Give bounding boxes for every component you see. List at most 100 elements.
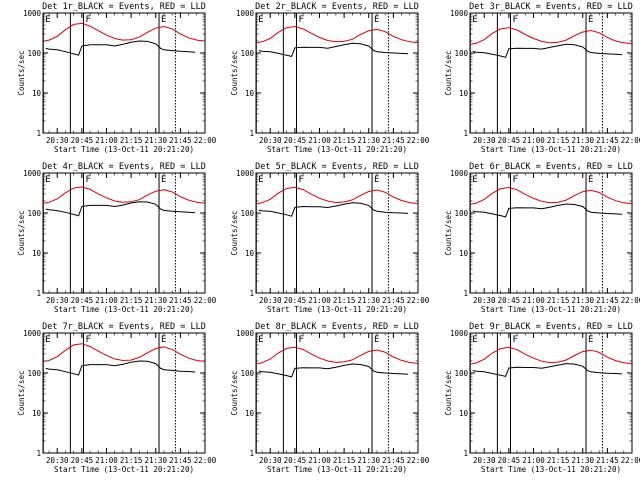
- series-events-line: [472, 203, 623, 218]
- x-tick-label: 22:00: [194, 456, 217, 465]
- region-label: F: [86, 335, 91, 345]
- x-tick-label: 21:30: [571, 296, 594, 305]
- x-tick-label: 20:30: [46, 456, 69, 465]
- region-label: E: [258, 15, 263, 25]
- chart-title: Det 8r_BLACK = Events, RED = LLD: [255, 322, 419, 332]
- region-label: E: [472, 175, 477, 185]
- series-lld-line: [44, 186, 206, 204]
- plot-frame: [42, 332, 206, 454]
- y-tick-label: 10: [245, 89, 255, 98]
- chart-title: Det 2r_BLACK = Events, RED = LLD: [255, 2, 419, 12]
- x-tick-label: 20:30: [473, 136, 496, 145]
- series-events-line: [472, 363, 623, 377]
- x-tick-label: 21:45: [596, 296, 619, 305]
- plot-frame: [469, 332, 633, 454]
- y-tick-label: 10: [245, 249, 255, 258]
- x-tick-label: 20:30: [259, 296, 282, 305]
- y-axis-label: Counts/sec: [230, 370, 239, 415]
- region-label: E: [45, 175, 50, 185]
- series-events-line: [472, 43, 623, 58]
- x-tick-label: 21:45: [169, 136, 192, 145]
- y-axis-label: Counts/sec: [230, 50, 239, 95]
- y-tick-label: 100: [454, 369, 468, 378]
- x-tick-label: 21:15: [120, 296, 143, 305]
- chart-title: Det 5r_BLACK = Events, RED = LLD: [255, 162, 419, 172]
- x-tick-label: 21:45: [382, 456, 405, 465]
- x-tick-label: 20:30: [259, 456, 282, 465]
- chart-panel: Det 1r_BLACK = Events, RED = LLD 1 10 100 10…: [17, 2, 217, 154]
- chart-panel: Det 5r_BLACK = Events, RED = LLD 1 10 100 10…: [230, 162, 430, 314]
- y-tick-label: 10: [459, 89, 469, 98]
- region-label: F: [513, 175, 518, 185]
- x-tick-label: 21:00: [308, 456, 331, 465]
- y-tick-label: 10: [459, 409, 469, 418]
- y-tick-label: 100: [27, 49, 41, 58]
- series-events-line: [258, 363, 409, 378]
- series-events-line: [258, 202, 409, 217]
- x-tick-label: 22:00: [621, 456, 640, 465]
- y-tick-label: 1: [36, 289, 41, 298]
- plot-frame: [469, 12, 633, 134]
- x-tick-label: 20:45: [498, 456, 521, 465]
- chart-title: Det 6r_BLACK = Events, RED = LLD: [469, 162, 633, 172]
- region-label: F: [513, 15, 518, 25]
- y-tick-label: 1: [249, 449, 254, 458]
- region-label: E: [45, 15, 50, 25]
- plot-frame: [255, 172, 419, 294]
- region-label: E: [45, 335, 50, 345]
- x-tick-label: 21:00: [308, 296, 331, 305]
- y-tick-label: 1: [249, 289, 254, 298]
- y-tick-label: 1: [463, 129, 468, 138]
- chart-panel: Det 2r_BLACK = Events, RED = LLD 1 10 100 10…: [230, 2, 430, 154]
- x-tick-label: 20:45: [284, 136, 307, 145]
- x-axis-label: Start Time (13-Oct-11 20:21:20): [267, 145, 407, 154]
- chart-title: Det 7r_BLACK = Events, RED = LLD: [42, 322, 206, 332]
- chart-panel: Det 9r_BLACK = Events, RED = LLD 1 10 100 10…: [444, 322, 640, 474]
- x-axis-label: Start Time (13-Oct-11 20:21:20): [54, 145, 194, 154]
- plot-frame: [42, 172, 206, 294]
- chart-panel: Det 7r_BLACK = Events, RED = LLD 1 10 100 10…: [17, 322, 217, 474]
- x-axis-label: Start Time (13-Oct-11 20:21:20): [481, 145, 621, 154]
- x-tick-label: 22:00: [407, 296, 430, 305]
- x-tick-label: 21:30: [571, 456, 594, 465]
- x-tick-label: 21:45: [382, 296, 405, 305]
- y-tick-label: 1000: [450, 9, 469, 18]
- y-tick-label: 100: [240, 49, 254, 58]
- x-tick-label: 21:00: [95, 136, 118, 145]
- y-tick-label: 100: [240, 369, 254, 378]
- plot-frame: [42, 12, 206, 134]
- chart-title: Det 1r_BLACK = Events, RED = LLD: [42, 2, 206, 12]
- x-tick-label: 21:15: [333, 296, 356, 305]
- y-tick-label: 1000: [236, 9, 255, 18]
- x-tick-label: 21:00: [522, 296, 545, 305]
- region-label: F: [86, 15, 91, 25]
- x-axis-label: Start Time (13-Oct-11 20:21:20): [481, 465, 621, 474]
- x-tick-label: 22:00: [621, 136, 640, 145]
- region-label: E: [472, 335, 477, 345]
- series-lld-line: [257, 25, 419, 44]
- series-lld-line: [471, 186, 633, 205]
- x-axis-label: Start Time (13-Oct-11 20:21:20): [267, 305, 407, 314]
- x-tick-label: 21:45: [169, 456, 192, 465]
- x-axis-label: Start Time (13-Oct-11 20:21:20): [54, 465, 194, 474]
- y-tick-label: 1000: [450, 169, 469, 178]
- region-label: E: [258, 335, 263, 345]
- x-tick-label: 21:00: [308, 136, 331, 145]
- y-tick-label: 1000: [450, 329, 469, 338]
- x-tick-label: 20:45: [71, 456, 94, 465]
- x-tick-label: 21:30: [357, 456, 380, 465]
- plot-frame: [255, 332, 419, 454]
- y-tick-label: 10: [459, 249, 469, 258]
- region-label: E: [374, 335, 379, 345]
- region-label: E: [472, 15, 477, 25]
- x-tick-label: 21:15: [547, 296, 570, 305]
- y-axis-label: Counts/sec: [17, 50, 26, 95]
- chart-title: Det 4r_BLACK = Events, RED = LLD: [42, 162, 206, 172]
- y-axis-label: Counts/sec: [444, 50, 453, 95]
- series-lld-line: [257, 186, 419, 205]
- x-tick-label: 22:00: [621, 296, 640, 305]
- y-axis-label: Counts/sec: [17, 210, 26, 255]
- x-axis-label: Start Time (13-Oct-11 20:21:20): [267, 465, 407, 474]
- x-tick-label: 20:30: [259, 136, 282, 145]
- x-tick-label: 21:00: [95, 456, 118, 465]
